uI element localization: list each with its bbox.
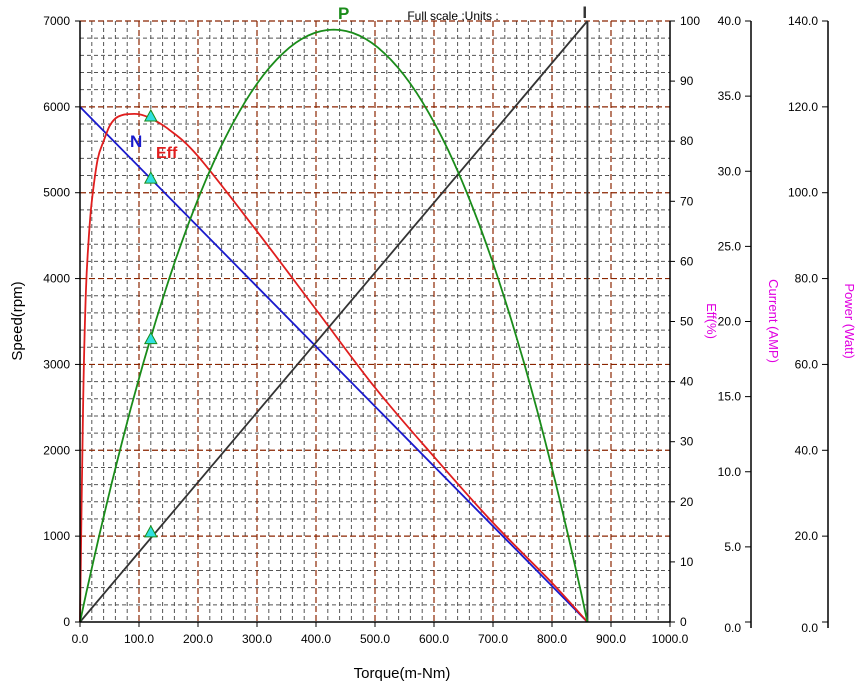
eff-tick-label: 20 xyxy=(680,495,694,509)
speed-tick-label: 4000 xyxy=(43,272,70,286)
power-tick-label: 100.0 xyxy=(788,186,818,200)
marker-n xyxy=(143,171,158,184)
power-tick-label: 80.0 xyxy=(795,272,819,286)
grid xyxy=(80,20,670,622)
power-tick-label: 120.0 xyxy=(788,100,818,114)
series-i-line xyxy=(79,20,589,623)
curve-label-eff: Eff xyxy=(156,145,178,162)
header-note: Full scale ;Units : xyxy=(407,9,498,23)
x-tick-label: 800.0 xyxy=(537,632,567,646)
x-tick-label: 1000.0 xyxy=(652,632,689,646)
speed-tick-label: 2000 xyxy=(43,443,70,457)
eff-tick-label: 0 xyxy=(680,615,687,629)
current-tick-label: 30.0 xyxy=(718,164,742,178)
speed-tick-label: 1000 xyxy=(43,529,70,543)
power-tick-label: 60.0 xyxy=(795,357,819,371)
eff-tick-label: 60 xyxy=(680,254,694,268)
speed-tick-label: 0 xyxy=(63,615,70,629)
x-tick-label: 600.0 xyxy=(419,632,449,646)
current-tick-label: 10.0 xyxy=(718,465,742,479)
marker-i xyxy=(143,524,158,538)
speed-axis-label: Speed(rpm) xyxy=(9,281,26,360)
eff-axis-label: Eff(%) xyxy=(704,303,719,339)
speed-tick-label: 6000 xyxy=(43,100,70,114)
curve-label-n: N xyxy=(130,132,142,151)
x-tick-label: 0.0 xyxy=(72,632,89,646)
x-tick-label: 300.0 xyxy=(242,632,272,646)
current-axis-label: Current (AMP) xyxy=(766,279,781,363)
eff-tick-label: 30 xyxy=(680,435,694,449)
curve-label-p: P xyxy=(338,4,349,23)
eff-tick-label: 90 xyxy=(680,74,694,88)
current-tick-label: 5.0 xyxy=(724,540,741,554)
eff-tick-label: 50 xyxy=(680,315,694,329)
power-tick-label: 20.0 xyxy=(795,529,819,543)
series-p-line xyxy=(79,28,589,623)
power-tick-label: 40.0 xyxy=(795,443,819,457)
curves: N Eff I P xyxy=(79,3,589,623)
marker-p xyxy=(143,331,158,345)
speed-tick-label: 3000 xyxy=(43,357,70,371)
current-tick-label: 20.0 xyxy=(718,315,742,329)
eff-tick-label: 10 xyxy=(680,555,694,569)
current-tick-label: 40.0 xyxy=(718,14,742,28)
current-tick-label: 35.0 xyxy=(718,89,742,103)
power-tick-label: 0.0 xyxy=(801,621,818,635)
current-tick-label: 0.0 xyxy=(724,621,741,635)
x-tick-label: 200.0 xyxy=(183,632,213,646)
eff-tick-label: 100 xyxy=(680,14,700,28)
eff-tick-label: 40 xyxy=(680,375,694,389)
eff-tick-label: 80 xyxy=(680,134,694,148)
power-axis-label: Power (Watt) xyxy=(842,283,857,358)
x-tick-label: 700.0 xyxy=(478,632,508,646)
speed-tick-label: 5000 xyxy=(43,186,70,200)
speed-tick-label: 7000 xyxy=(43,14,70,28)
eff-tick-label: 70 xyxy=(680,194,694,208)
series-eff-line xyxy=(79,112,589,623)
curve-label-i: I xyxy=(582,3,587,22)
x-tick-label: 100.0 xyxy=(124,632,154,646)
x-tick-label: 400.0 xyxy=(301,632,331,646)
current-tick-label: 25.0 xyxy=(718,239,742,253)
x-tick-label: 500.0 xyxy=(360,632,390,646)
marker-eff xyxy=(143,108,158,122)
current-tick-label: 15.0 xyxy=(718,390,742,404)
series-n-line xyxy=(79,106,589,623)
power-tick-label: 140.0 xyxy=(788,14,818,28)
x-axis-label: Torque(m-Nm) xyxy=(354,665,451,682)
x-tick-label: 900.0 xyxy=(596,632,626,646)
